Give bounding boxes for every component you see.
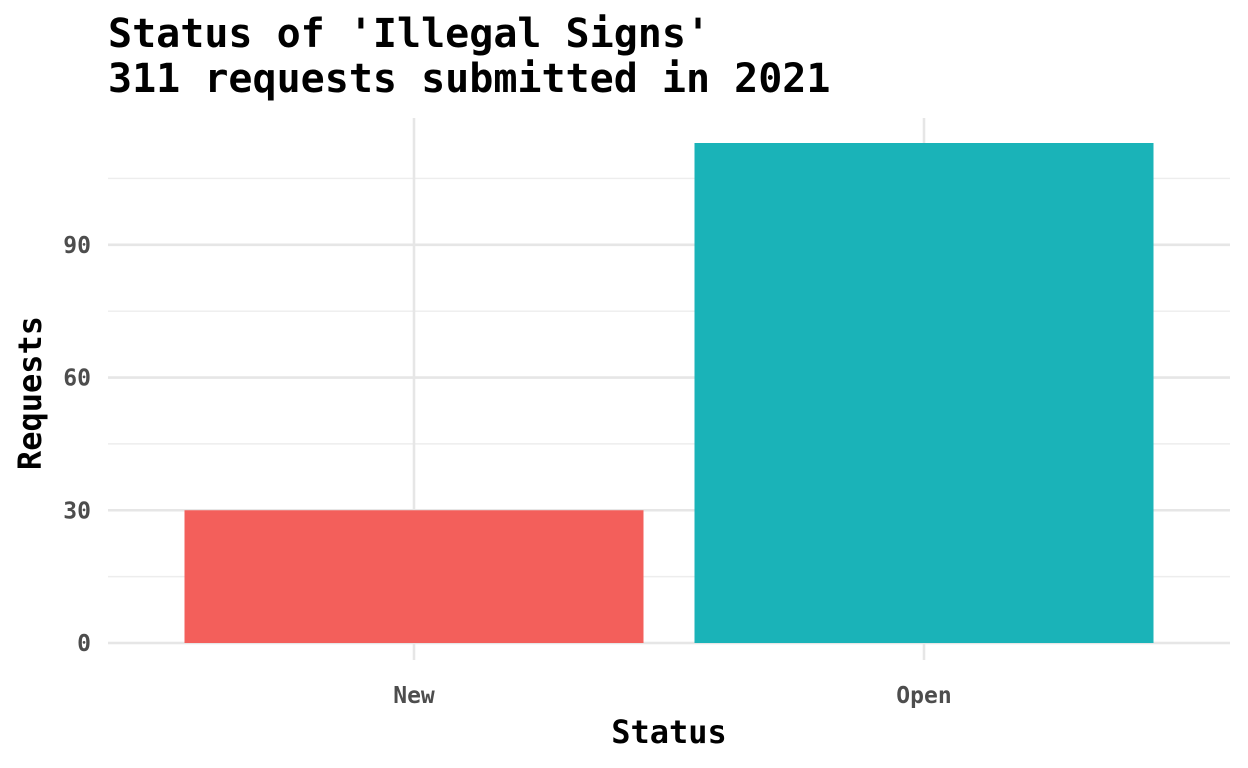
y-tick-label: 60 xyxy=(63,366,91,392)
bar-open xyxy=(694,143,1154,643)
y-axis-title: Requests xyxy=(11,316,49,470)
x-tick-label: New xyxy=(393,683,435,709)
x-axis-title: Status xyxy=(611,713,727,751)
x-axis-ticks: New Open xyxy=(393,683,951,709)
bar-new xyxy=(184,510,644,643)
y-tick-label: 30 xyxy=(63,498,91,524)
y-tick-label: 90 xyxy=(63,233,91,259)
y-axis-ticks: 0 30 60 90 xyxy=(63,233,91,657)
chart-title: Status of 'Illegal Signs' 311 requests s… xyxy=(108,11,830,102)
chart-title-line-1: Status of 'Illegal Signs' xyxy=(108,11,710,57)
chart-title-line-2: 311 requests submitted in 2021 xyxy=(108,56,830,102)
y-tick-label: 0 xyxy=(77,631,91,657)
bars xyxy=(184,143,1154,643)
x-tick-label: Open xyxy=(896,683,951,709)
